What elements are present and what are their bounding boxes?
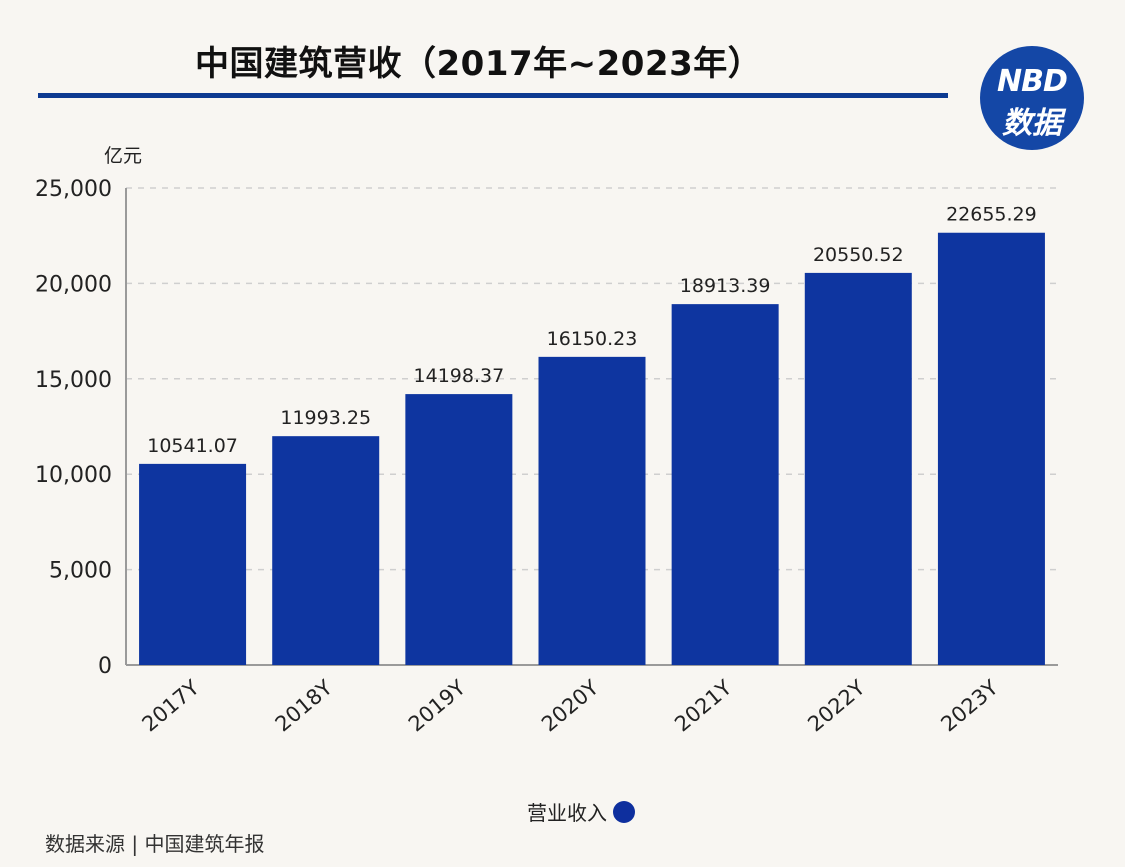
- x-tick-label: 2017Y: [138, 675, 204, 736]
- data-label: 20550.52: [813, 244, 904, 266]
- y-tick-label: 5,000: [49, 559, 112, 584]
- legend: 营业收入: [527, 797, 635, 826]
- legend-label: 营业收入: [527, 801, 607, 825]
- x-tick-label: 2021Y: [670, 675, 736, 736]
- nbd-logo: NBD 数据: [980, 46, 1084, 150]
- x-tick-label: 2023Y: [936, 675, 1002, 736]
- data-source: 数据来源 | 中国建筑年报: [45, 832, 265, 856]
- data-label: 10541.07: [147, 435, 238, 457]
- data-label: 14198.37: [414, 365, 505, 387]
- bar: [405, 394, 513, 665]
- bar: [139, 463, 247, 665]
- x-tick-label: 2018Y: [271, 675, 337, 736]
- data-label: 11993.25: [280, 407, 371, 429]
- bar: [272, 436, 380, 665]
- bar: [671, 304, 779, 665]
- title-underline: [38, 93, 948, 98]
- y-tick-label: 0: [98, 654, 112, 679]
- bar: [804, 272, 912, 665]
- y-tick-label: 15,000: [35, 368, 112, 393]
- data-label: 16150.23: [547, 328, 638, 350]
- legend-swatch: [613, 800, 635, 823]
- x-tick-label: 2022Y: [803, 675, 869, 736]
- y-tick-label: 10,000: [35, 463, 112, 488]
- logo-text-bottom: 数据: [1002, 106, 1062, 141]
- data-label: 22655.29: [946, 204, 1037, 226]
- bar: [538, 356, 646, 665]
- y-tick-label: 25,000: [35, 177, 112, 202]
- logo-text-top: NBD: [997, 64, 1068, 99]
- data-label: 18913.39: [680, 275, 771, 297]
- y-unit-label: 亿元: [104, 145, 142, 167]
- chart-title: 中国建筑营收（2017年~2023年）: [195, 44, 763, 84]
- y-tick-label: 20,000: [35, 272, 112, 297]
- bar: [937, 232, 1045, 665]
- x-tick-label: 2020Y: [537, 675, 603, 736]
- x-tick-label: 2019Y: [404, 675, 470, 736]
